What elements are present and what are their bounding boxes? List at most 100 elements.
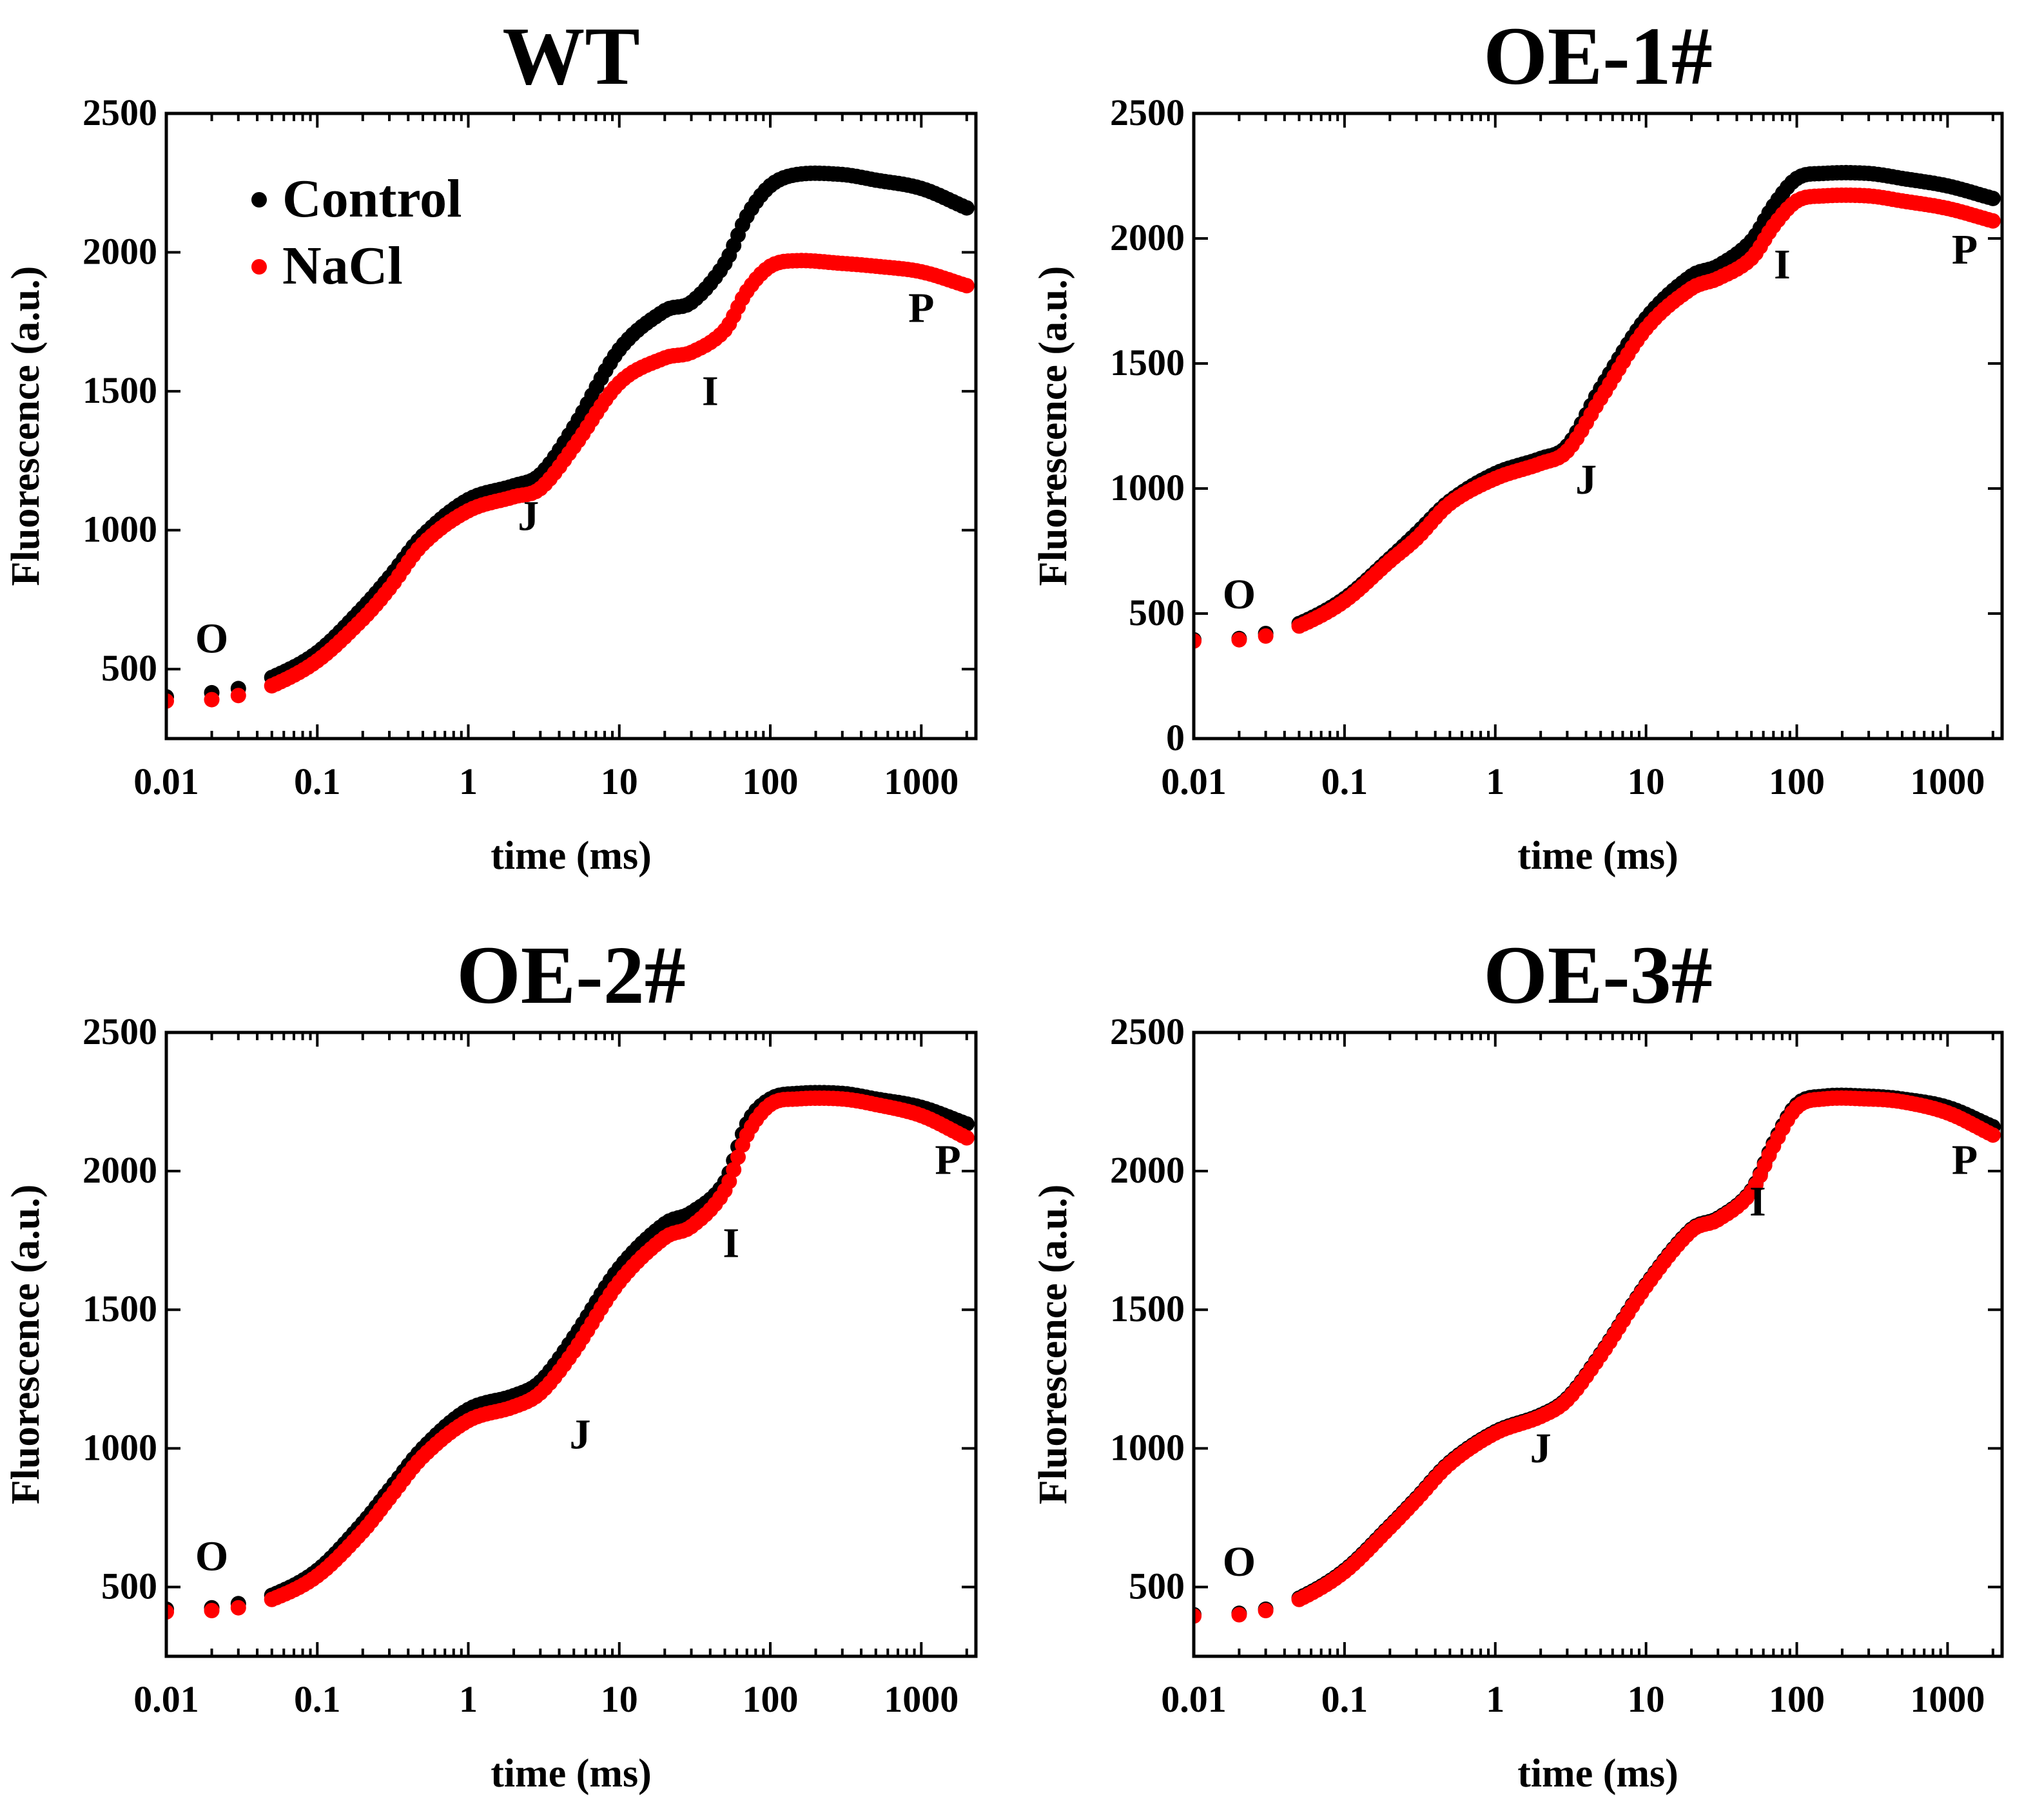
x-tick-label: 0.1 [294, 1678, 341, 1720]
x-tick-label: 10 [601, 1678, 638, 1720]
legend-marker-nacl [251, 259, 267, 275]
x-tick-label: 10 [601, 760, 638, 802]
x-tick-label: 10 [1628, 760, 1665, 802]
data-point-nacl [230, 688, 246, 704]
y-axis-ticks [1194, 1031, 2002, 1589]
plot-frame [164, 1031, 978, 1658]
y-axis-label: Fluorescence (a.u.) [1031, 266, 1075, 586]
x-axis-label: time (ms) [491, 834, 652, 878]
x-tick-label: 1000 [884, 1678, 958, 1720]
x-tick-label: 1 [459, 760, 478, 802]
plot-area [166, 1085, 975, 1620]
data-point-control [958, 200, 975, 216]
annotation-p: P [1952, 226, 1978, 273]
x-axis-ticks [1192, 113, 1994, 739]
annotation-o: O [195, 615, 228, 662]
annotation-o: O [1223, 1538, 1256, 1585]
y-axis-ticks [166, 112, 976, 671]
data-point-nacl [1258, 628, 1274, 644]
annotation-j: J [1575, 456, 1597, 503]
data-point-nacl [958, 1130, 975, 1146]
data-point-nacl [1194, 633, 1202, 649]
annotation-i: I [1774, 241, 1791, 288]
x-tick-label: 10 [1628, 1678, 1665, 1720]
annotation-j: J [518, 493, 539, 540]
chart-title: WT [502, 10, 639, 102]
x-tick-label: 0.1 [1321, 760, 1368, 802]
x-tick-label: 1000 [884, 760, 958, 802]
data-point-nacl [230, 1600, 246, 1616]
series-control [166, 165, 975, 705]
y-tick-label: 2500 [1110, 1011, 1185, 1052]
x-tick-label: 1000 [1910, 1678, 1985, 1720]
data-point-nacl [166, 1604, 174, 1620]
y-tick-label: 2500 [1110, 92, 1185, 133]
x-axis-ticks [1192, 1032, 1994, 1656]
annotation-o: O [195, 1533, 228, 1580]
y-tick-label: 1000 [1110, 1426, 1185, 1468]
chart-title: OE-2# [456, 929, 686, 1021]
y-tick-label: 1500 [1110, 1288, 1185, 1330]
y-tick-label: 500 [101, 647, 157, 689]
plot-area [166, 165, 975, 709]
y-tick-label: 2500 [83, 92, 157, 133]
data-point-nacl [730, 1149, 746, 1165]
annotation-p: P [908, 284, 934, 331]
x-axis-ticks [165, 113, 968, 739]
data-point-nacl [958, 278, 975, 294]
x-tick-label: 0.01 [133, 1678, 199, 1720]
y-tick-label: 1000 [83, 508, 157, 550]
annotation-i: I [1749, 1178, 1766, 1225]
x-tick-label: 0.1 [1321, 1678, 1368, 1720]
y-tick-label: 500 [1129, 592, 1185, 634]
x-axis-ticks [165, 1032, 968, 1656]
series-nacl [1194, 1090, 2001, 1624]
x-tick-label: 0.1 [294, 760, 341, 802]
annotation-p: P [1952, 1136, 1978, 1183]
chart-title: OE-3# [1483, 929, 1713, 1021]
y-axis-label: Fluorescence (a.u.) [4, 1185, 48, 1504]
y-axis-label: Fluorescence (a.u.) [4, 266, 48, 586]
x-axis-label: time (ms) [491, 1752, 652, 1796]
x-tick-label: 0.01 [1161, 760, 1227, 802]
series-nacl [166, 1090, 975, 1620]
annotation-p: P [935, 1136, 960, 1183]
annotation-j: J [569, 1411, 590, 1458]
data-point-nacl [1231, 1607, 1247, 1623]
annotation-j: J [1530, 1425, 1552, 1472]
y-tick-label: 1500 [83, 1288, 157, 1330]
x-tick-label: 100 [1769, 1678, 1825, 1720]
y-tick-label: 1000 [1110, 467, 1185, 508]
annotation-i: I [702, 368, 719, 415]
y-tick-label: 2000 [83, 231, 157, 273]
y-tick-label: 2500 [83, 1011, 157, 1052]
series-nacl [166, 253, 975, 709]
y-tick-label: 2000 [1110, 217, 1185, 258]
chart-panel-wt: WT 0.01 0.1 1 10 100 1000 500 1000 1500 2000 2500 ti… [4, 10, 978, 878]
y-tick-label: 500 [101, 1565, 157, 1607]
x-tick-label: 100 [743, 1678, 799, 1720]
chart-panel-oe-1: OE-1# 0.01 0.1 1 10 100 1000 0 500 1000 1500 2000 25… [1031, 10, 2004, 878]
data-point-nacl [1258, 1603, 1274, 1618]
x-axis-label: time (ms) [1517, 834, 1679, 878]
chart-panel-oe-3: OE-3# 0.01 0.1 1 10 100 1000 500 1000 1500 2000 250… [1031, 929, 2004, 1796]
x-tick-label: 0.01 [1161, 1678, 1227, 1720]
legend: Control NaCl [251, 169, 462, 296]
legend-label-nacl: NaCl [282, 236, 403, 296]
data-point-nacl [1194, 1608, 1202, 1624]
plot-frame [1192, 1031, 2004, 1658]
data-point-nacl [1985, 1127, 2001, 1143]
data-point-nacl [166, 693, 174, 709]
x-axis-label: time (ms) [1517, 1752, 1679, 1796]
chart-panel-oe-2: OE-2# 0.01 0.1 1 10 100 1000 500 1000 1500 2000 250… [4, 929, 978, 1796]
legend-label-control: Control [282, 169, 462, 229]
x-tick-label: 1 [459, 1678, 478, 1720]
x-tick-label: 1 [1486, 1678, 1504, 1720]
x-tick-label: 100 [1769, 760, 1825, 802]
data-point-nacl [1231, 632, 1247, 648]
annotation-o: O [1223, 571, 1256, 618]
data-point-nacl [726, 1162, 742, 1177]
y-tick-label: 2000 [1110, 1149, 1185, 1191]
y-axis-ticks [1194, 112, 2002, 740]
